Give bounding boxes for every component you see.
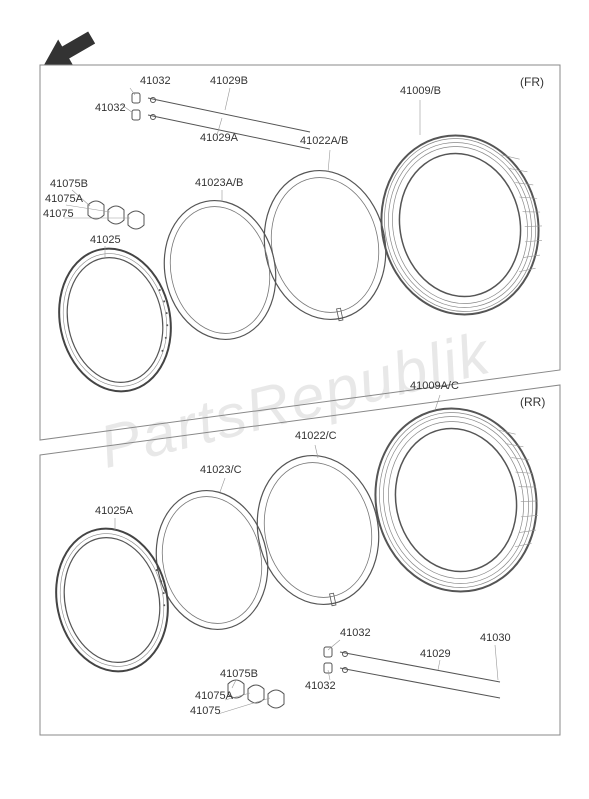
diagram-svg [0, 0, 589, 799]
label-41032-4: 41032 [305, 680, 336, 692]
nipples-fr [132, 93, 140, 120]
tube-rr [244, 444, 393, 618]
leaders-rr [115, 395, 498, 714]
label-41025A: 41025A [95, 505, 133, 517]
label-41032-2: 41032 [95, 102, 126, 114]
label-41022AB: 41022A/B [300, 135, 348, 147]
label-41075-bot: 41075 [190, 705, 221, 717]
tire-fr [365, 120, 558, 329]
tire-rr [359, 393, 555, 606]
weights-fr [88, 201, 144, 229]
label-41075A-bot: 41075A [195, 690, 233, 702]
weights-rr [228, 680, 284, 708]
label-41009AC: 41009A/C [410, 380, 459, 392]
label-41023AB: 41023A/B [195, 177, 243, 189]
parts-diagram: (FR) (RR) 41032 41032 41029B 41029A 4102… [0, 0, 589, 799]
label-41075B-top: 41075B [50, 178, 88, 190]
label-fr: (FR) [520, 75, 544, 89]
label-rr: (RR) [520, 395, 545, 409]
label-41030: 41030 [480, 632, 511, 644]
label-41075B-bot: 41075B [220, 668, 258, 680]
label-41029B: 41029B [210, 75, 248, 87]
label-41032-1: 41032 [140, 75, 171, 87]
rim-rr [43, 518, 181, 682]
tube-fr [251, 159, 400, 333]
label-41009B: 41009/B [400, 85, 441, 97]
label-41025: 41025 [90, 234, 121, 246]
label-41075-top: 41075 [43, 208, 74, 220]
label-41029A: 41029A [200, 132, 238, 144]
panel-top [40, 65, 560, 440]
nipples-rr [324, 647, 332, 673]
label-41022C: 41022/C [295, 430, 337, 442]
rim-fr [46, 238, 184, 402]
label-41029: 41029 [420, 648, 451, 660]
label-41023C: 41023/C [200, 464, 242, 476]
label-41032-3: 41032 [340, 627, 371, 639]
label-41075A-top: 41075A [45, 193, 83, 205]
